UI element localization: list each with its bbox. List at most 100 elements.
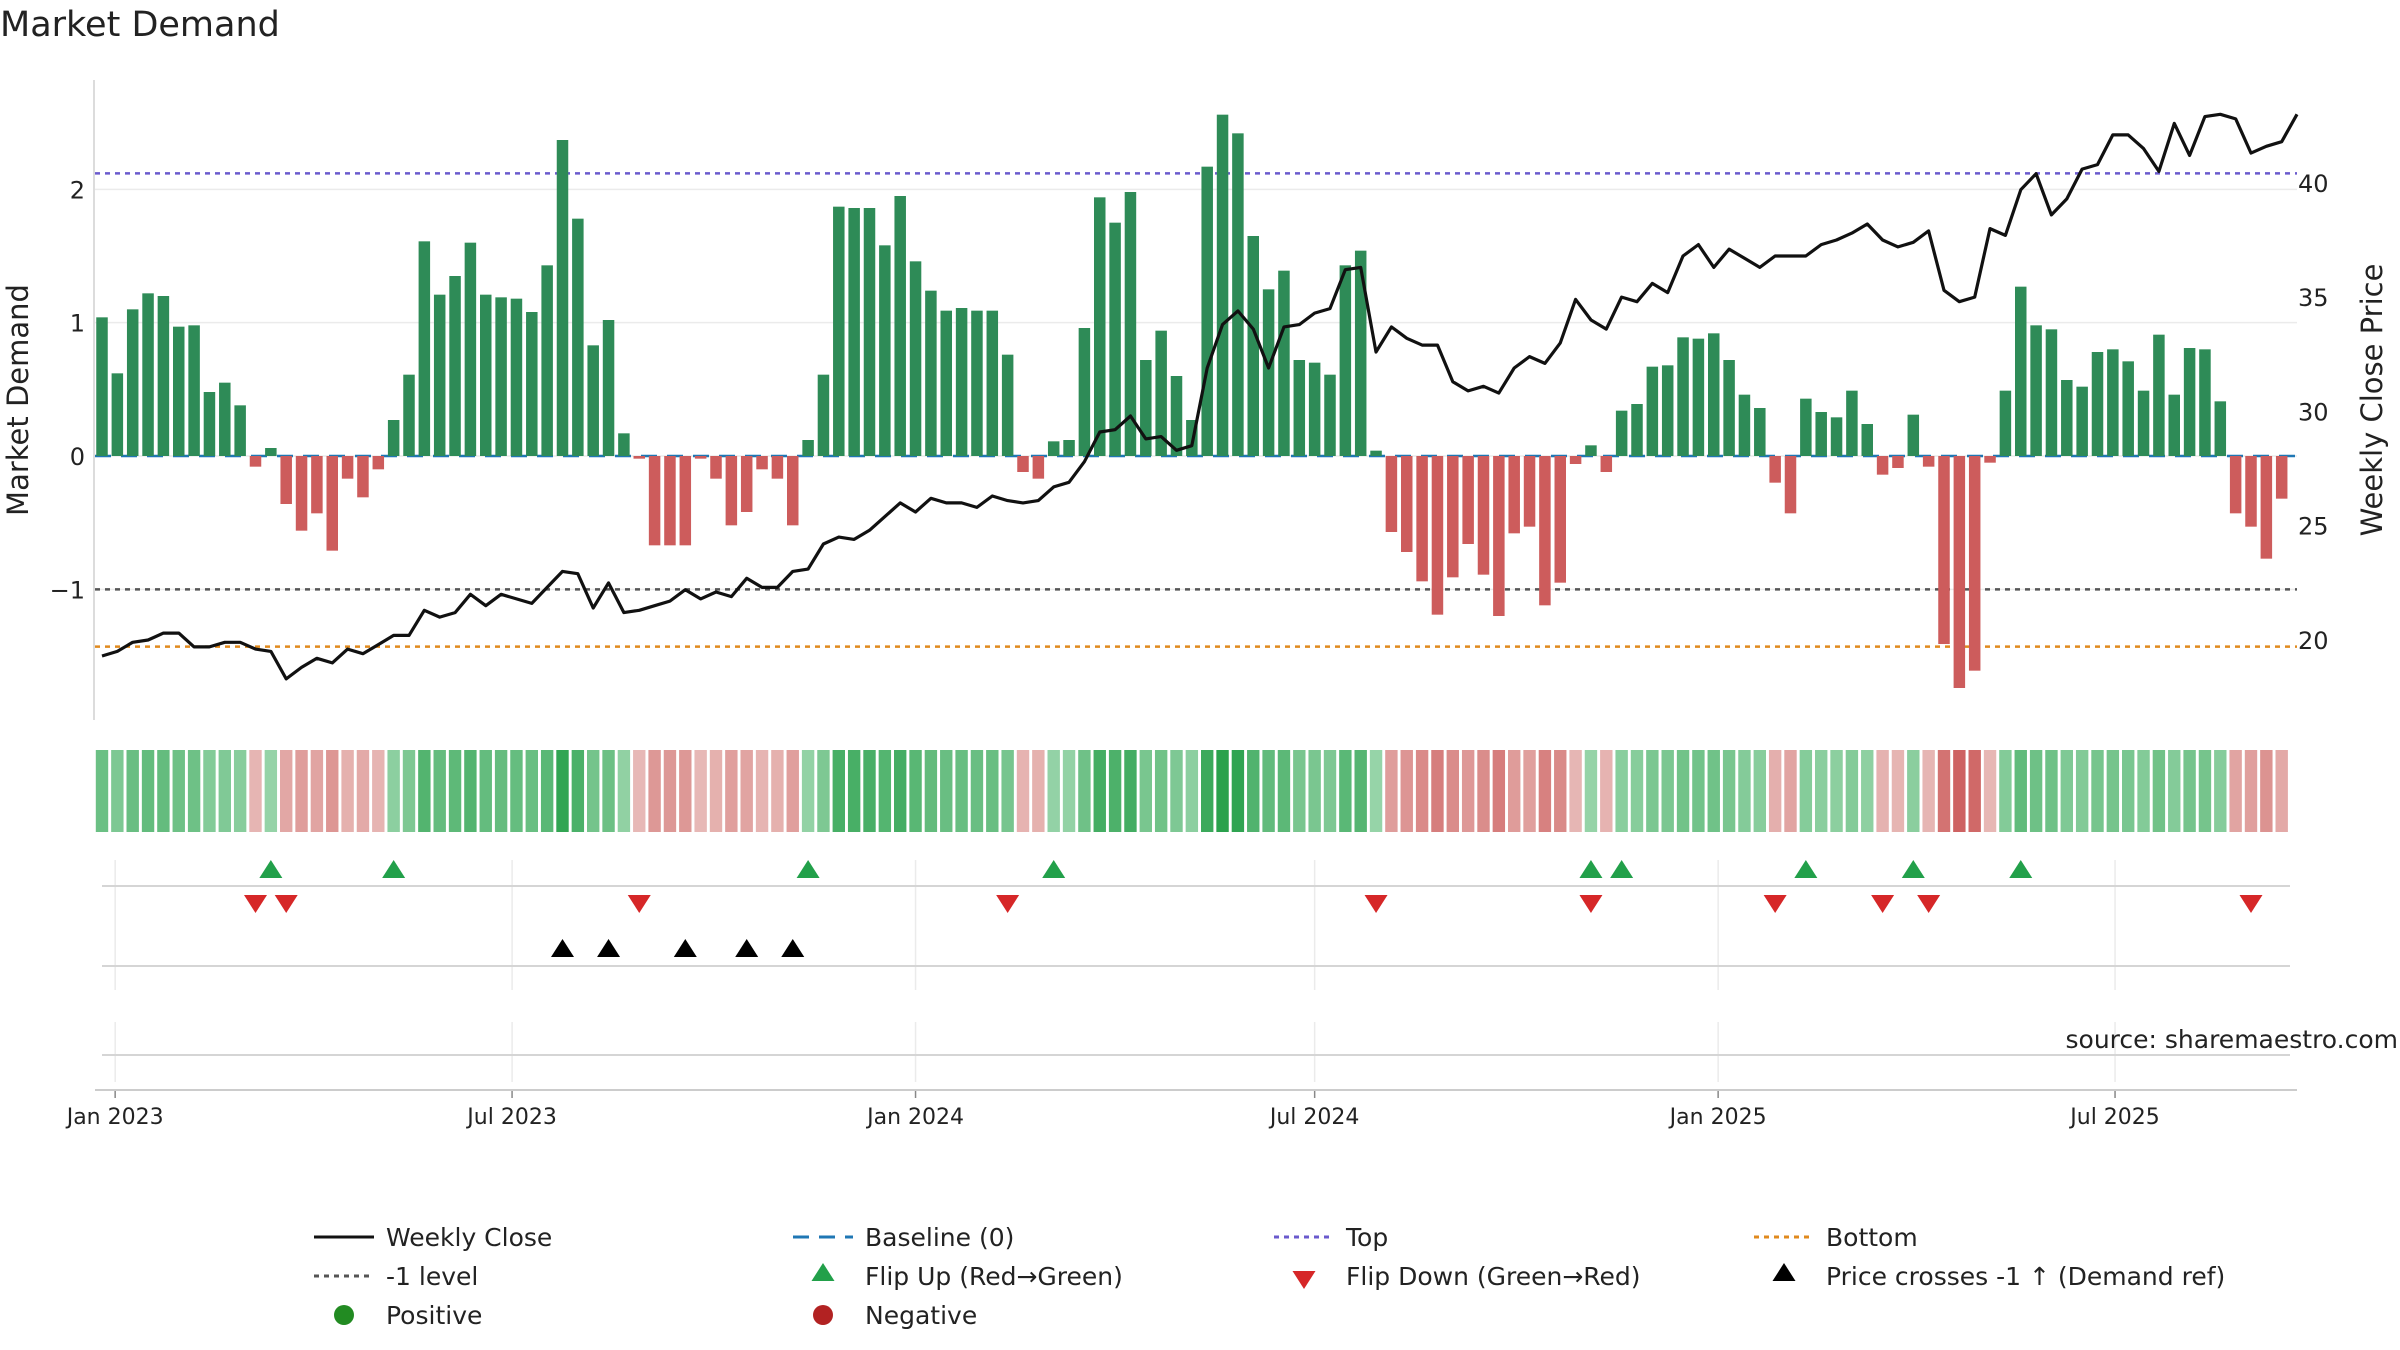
heat-strip-cell	[2045, 750, 2058, 832]
heat-strip-cell	[709, 750, 723, 832]
heat-strip-cell	[1815, 750, 1828, 832]
demand-bar-positive	[1646, 366, 1659, 456]
x-tick-label: Jul 2023	[465, 1105, 557, 1130]
price-cross-marker	[673, 939, 697, 957]
y-tick-right-label: 25	[2298, 513, 2329, 541]
demand-bar-negative	[633, 456, 645, 459]
legend-flip-up-swatch	[811, 1263, 835, 1281]
demand-bar-positive	[1631, 404, 1643, 456]
demand-bar-positive	[203, 392, 216, 456]
legend-baseline-label: Baseline (0)	[865, 1223, 1014, 1252]
demand-bar-positive	[403, 374, 415, 456]
demand-bar-positive	[1216, 114, 1229, 457]
heat-strip-cell	[1431, 750, 1444, 832]
heat-strip-cell	[679, 750, 692, 832]
demand-bar-positive	[234, 405, 246, 456]
demand-bar-positive	[142, 293, 154, 456]
demand-bar-positive	[480, 294, 492, 456]
heat-strip-cell	[157, 750, 170, 832]
x-tick-label: Jul 2025	[2068, 1105, 2160, 1130]
demand-bar-negative	[787, 456, 799, 526]
heat-strip-cell	[1277, 750, 1291, 832]
demand-bar-positive	[1830, 417, 1843, 456]
heat-strip-cell	[1676, 750, 1690, 832]
demand-bar-positive	[894, 196, 906, 456]
heat-strip-cell	[1185, 750, 1199, 832]
flip-up-marker	[1901, 860, 1925, 878]
x-tick-label: Jan 2024	[865, 1105, 964, 1130]
demand-bar-positive	[618, 433, 630, 456]
flip-down-marker	[244, 895, 267, 913]
demand-bar-positive	[1124, 192, 1137, 456]
demand-bar-negative	[1447, 456, 1459, 578]
heat-strip-cell	[1354, 750, 1367, 832]
heat-strip-cell	[1323, 750, 1337, 832]
demand-bar-positive	[1140, 360, 1152, 456]
legend-positive-swatch	[334, 1305, 354, 1325]
heat-strip-cell	[2060, 750, 2073, 832]
demand-bar-positive	[1293, 360, 1306, 456]
heat-strip-cell	[1922, 750, 1935, 832]
legend-flip-up-label: Flip Up (Red→Green)	[865, 1262, 1123, 1291]
flip-down-marker	[1871, 895, 1895, 913]
demand-bar-negative	[694, 456, 707, 459]
demand-bar-negative	[1938, 456, 1950, 644]
demand-bar-positive	[971, 310, 983, 456]
demand-bar-negative	[1539, 456, 1551, 606]
demand-bar-positive	[1324, 374, 1336, 456]
y-tick-right-label: 35	[2298, 284, 2329, 312]
demand-bar-positive	[602, 320, 615, 456]
demand-bar-positive	[863, 208, 876, 456]
demand-bar-negative	[1769, 456, 1781, 483]
heat-strip-cell	[1369, 750, 1383, 832]
heat-strip-cell	[1615, 750, 1628, 832]
heat-strip-cell	[817, 750, 830, 832]
heat-strip-cell	[1891, 750, 1905, 832]
demand-bar-positive	[2122, 361, 2134, 456]
demand-bar-negative	[648, 456, 661, 546]
heat-strip-cell	[1722, 750, 1736, 832]
y-tick-left-label: 1	[70, 310, 85, 338]
heat-strip-cell	[387, 750, 400, 832]
demand-bar-negative	[2229, 456, 2242, 514]
demand-bar-positive	[1232, 133, 1244, 457]
demand-bar-positive	[111, 373, 124, 456]
weekly-close-line	[101, 112, 2299, 681]
demand-bar-positive	[1999, 390, 2012, 456]
heat-strip-cell	[1139, 750, 1152, 832]
flip-up-marker	[1610, 860, 1634, 878]
demand-bar-positive	[2183, 348, 2196, 456]
demand-bar-positive	[464, 242, 477, 456]
price-cross-marker	[551, 939, 574, 957]
heat-strip-cell	[1692, 750, 1705, 832]
heat-strip-cell	[341, 750, 354, 832]
heat-strip-cell	[540, 750, 554, 832]
heat-strip-cell	[310, 750, 324, 832]
legend-weekly-close-label: Weekly Close	[386, 1223, 552, 1252]
flip-up-marker	[796, 860, 820, 878]
heat-strip-cell	[1753, 750, 1766, 832]
demand-bar-positive	[925, 290, 937, 456]
heat-strip-cell	[986, 750, 999, 832]
demand-bar-positive	[909, 261, 922, 456]
demand-bar-positive	[1677, 337, 1689, 456]
heat-strip-cell	[1600, 750, 1613, 832]
heat-strip-cell	[1124, 750, 1137, 832]
heat-strip-cell	[326, 750, 339, 832]
legend-negative-swatch	[813, 1305, 833, 1325]
legend-flip-down-label: Flip Down (Green→Red)	[1346, 1262, 1641, 1291]
heat-strip-cell	[1093, 750, 1106, 832]
heat-strip-cell	[1646, 750, 1659, 832]
heat-strip-cell	[1231, 750, 1245, 832]
heat-strip-cell	[510, 750, 523, 832]
demand-bar-negative	[341, 456, 354, 479]
demand-bar-negative	[710, 456, 722, 479]
flip-up-marker	[1579, 860, 1603, 878]
demand-bar-positive	[2061, 380, 2073, 456]
heat-strip-cell	[602, 750, 615, 832]
heat-strip-cell	[955, 750, 968, 832]
heat-strip-cell	[1968, 750, 1981, 832]
event-markers	[102, 860, 2290, 1056]
demand-bar-positive	[1047, 441, 1060, 456]
demand-bar-positive	[1708, 333, 1720, 456]
